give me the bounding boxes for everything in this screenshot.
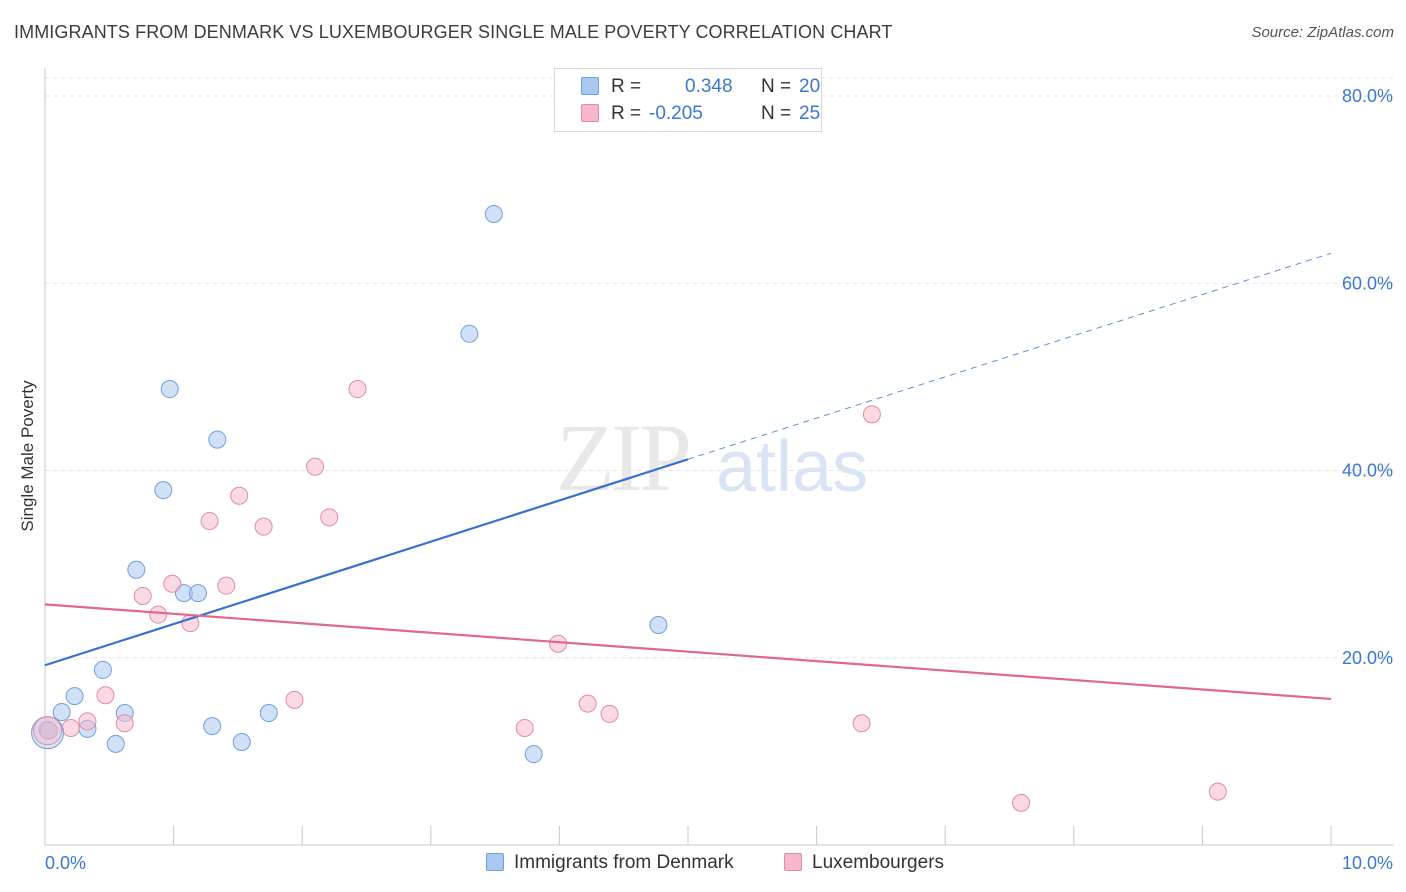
legend-swatch-denmark [581, 77, 599, 95]
r-value: -0.205 [649, 103, 703, 124]
data-point-denmark [65, 687, 84, 706]
data-point-denmark [127, 560, 146, 579]
data-point-luxembourgers [1208, 782, 1227, 801]
chart-title: IMMIGRANTS FROM DENMARK VS LUXEMBOURGER … [14, 22, 893, 42]
legend-label-denmark: Immigrants from Denmark [514, 852, 734, 873]
data-point-denmark [259, 703, 278, 722]
data-point-luxembourgers [133, 586, 152, 605]
source-label: Source: ZipAtlas.com [1251, 24, 1394, 41]
r-value: 0.348 [685, 76, 733, 97]
data-point-luxembourgers [862, 405, 881, 424]
data-point-luxembourgers [1012, 793, 1031, 812]
data-point-luxembourgers [149, 605, 168, 624]
data-point-luxembourgers [306, 457, 325, 476]
n-value: 25 [799, 103, 821, 124]
data-point-luxembourgers [348, 380, 367, 399]
legend-label-luxembourgers: Luxembourgers [812, 852, 945, 873]
data-point-denmark [649, 615, 668, 634]
data-point-denmark [106, 734, 125, 753]
data-point-luxembourgers [78, 712, 97, 731]
r-label: R = [611, 103, 642, 124]
data-point-luxembourgers [96, 686, 115, 705]
data-point-luxembourgers [578, 694, 597, 713]
data-point-luxembourgers [230, 486, 249, 505]
y-tick-label: 20.0% [1342, 648, 1393, 668]
n-value: 20 [799, 76, 821, 97]
data-point-luxembourgers [285, 690, 304, 709]
data-point-denmark [203, 717, 222, 736]
trend-line-denmark [44, 458, 689, 667]
data-point-denmark [189, 584, 208, 603]
x-tick-label: 0.0% [45, 853, 86, 873]
correlation-legend: R = 0.348 N = 20 R = -0.205 N = 25 [554, 68, 822, 132]
data-point-luxembourgers [852, 714, 871, 733]
data-point-denmark [160, 380, 179, 399]
y-tick-label: 60.0% [1342, 273, 1393, 293]
n-label: N = [761, 103, 792, 124]
legend-swatch-luxembourgers [784, 853, 802, 871]
data-point-denmark [52, 703, 71, 722]
data-point-luxembourgers [320, 508, 339, 527]
r-label: R = [611, 76, 642, 97]
data-point-denmark [524, 745, 543, 764]
trend-line-denmark-extrapolated [687, 252, 1332, 460]
data-point-luxembourgers [217, 576, 236, 595]
legend-swatch-denmark [486, 853, 504, 871]
watermark-atlas: atlas [716, 427, 869, 507]
x-tick-label: 10.0% [1342, 853, 1393, 873]
data-point-luxembourgers [39, 721, 58, 740]
y-tick-label: 80.0% [1342, 86, 1393, 106]
n-label: N = [761, 76, 792, 97]
data-point-luxembourgers [600, 704, 619, 723]
trend-line-luxembourgers [44, 603, 1332, 701]
data-point-luxembourgers [254, 517, 273, 536]
data-point-denmark [232, 733, 251, 752]
data-point-luxembourgers [163, 574, 182, 593]
legend-swatch-luxembourgers [581, 104, 599, 122]
data-point-luxembourgers [515, 718, 534, 737]
data-point-denmark [460, 324, 479, 343]
data-point-luxembourgers [200, 512, 219, 531]
y-tick-label: 40.0% [1342, 461, 1393, 481]
data-point-luxembourgers [549, 634, 568, 653]
legend-item-denmark: Immigrants from Denmark [486, 852, 734, 874]
data-point-denmark [154, 481, 173, 500]
data-point-luxembourgers [61, 718, 80, 737]
data-point-luxembourgers [115, 714, 134, 733]
data-point-cluster-luxembourgers [33, 716, 63, 746]
data-point-denmark [208, 430, 227, 449]
data-point-denmark [93, 660, 112, 679]
legend-item-luxembourgers: Luxembourgers [784, 852, 944, 874]
data-point-denmark [484, 204, 503, 223]
